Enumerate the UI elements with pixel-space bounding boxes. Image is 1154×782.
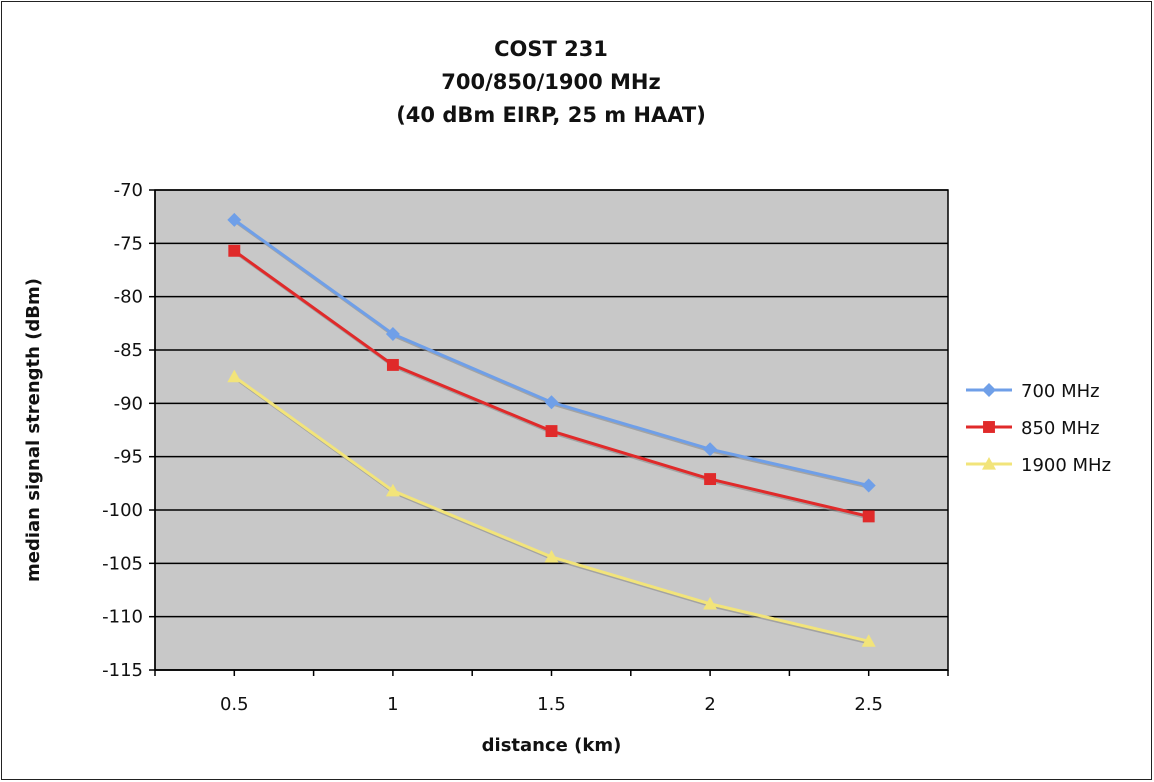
y-axis-title: median signal strength (dBm) bbox=[23, 278, 44, 582]
chart-title-line-3: (40 dBm EIRP, 25 m HAAT) bbox=[396, 103, 706, 127]
legend-label: 700 MHz bbox=[1021, 381, 1100, 402]
y-tick-label: -75 bbox=[114, 233, 143, 254]
data-point bbox=[982, 457, 996, 470]
x-tick-label: 2 bbox=[704, 694, 715, 715]
y-tick-label: -90 bbox=[114, 393, 143, 414]
series-700-mhz bbox=[227, 212, 876, 493]
legend-entry: 850 MHz bbox=[966, 418, 1100, 439]
data-point bbox=[227, 212, 242, 227]
x-tick-label: 1.5 bbox=[537, 694, 566, 715]
chart-title-line-2: 700/850/1900 MHz bbox=[441, 70, 660, 94]
y-tick-label: -85 bbox=[114, 340, 143, 361]
x-axis-title: distance (km) bbox=[482, 735, 622, 756]
chart-title: COST 231 700/850/1900 MHz (40 dBm EIRP, … bbox=[396, 37, 706, 127]
data-point bbox=[703, 596, 718, 610]
y-tick-label: -105 bbox=[102, 553, 143, 574]
data-point bbox=[227, 369, 242, 383]
y-tick-label: -115 bbox=[102, 660, 143, 681]
legend-label: 1900 MHz bbox=[1021, 455, 1111, 476]
data-point bbox=[704, 473, 717, 486]
data-point bbox=[385, 483, 400, 497]
legend: 700 MHz 850 MHz 1900 MHz bbox=[966, 381, 1111, 476]
y-tick-label: -100 bbox=[102, 500, 143, 521]
data-point bbox=[544, 549, 559, 563]
data-point bbox=[703, 442, 718, 457]
x-axis-ticks: 0.5 1 1.5 2 2.5 bbox=[154, 670, 949, 715]
y-axis-ticks: -70 -75 -80 -85 -90 -95 -100 -105 -110 -115 bbox=[102, 180, 155, 681]
y-tick-label: -95 bbox=[114, 447, 143, 468]
data-point bbox=[982, 383, 996, 397]
y-tick-label: -80 bbox=[114, 287, 143, 308]
legend-label: 850 MHz bbox=[1021, 418, 1100, 439]
series-1900-mhz bbox=[227, 369, 876, 647]
legend-entry: 1900 MHz bbox=[966, 455, 1111, 476]
data-point bbox=[861, 634, 876, 647]
data-point bbox=[983, 421, 995, 433]
data-point bbox=[545, 425, 558, 438]
x-tick-label: 1 bbox=[387, 694, 398, 715]
series-850-mhz bbox=[228, 244, 875, 523]
y-tick-label: -110 bbox=[102, 607, 143, 628]
x-tick-label: 0.5 bbox=[220, 694, 249, 715]
data-point bbox=[228, 244, 241, 257]
y-tick-label: -70 bbox=[114, 180, 143, 201]
data-point bbox=[861, 478, 876, 493]
x-tick-label: 2.5 bbox=[854, 694, 883, 715]
data-point bbox=[862, 510, 875, 523]
series-layer bbox=[227, 212, 876, 647]
chart-title-line-1: COST 231 bbox=[494, 37, 608, 61]
legend-entry: 700 MHz bbox=[966, 381, 1100, 402]
data-point bbox=[544, 395, 559, 410]
data-point bbox=[386, 358, 399, 371]
data-point bbox=[385, 327, 400, 341]
